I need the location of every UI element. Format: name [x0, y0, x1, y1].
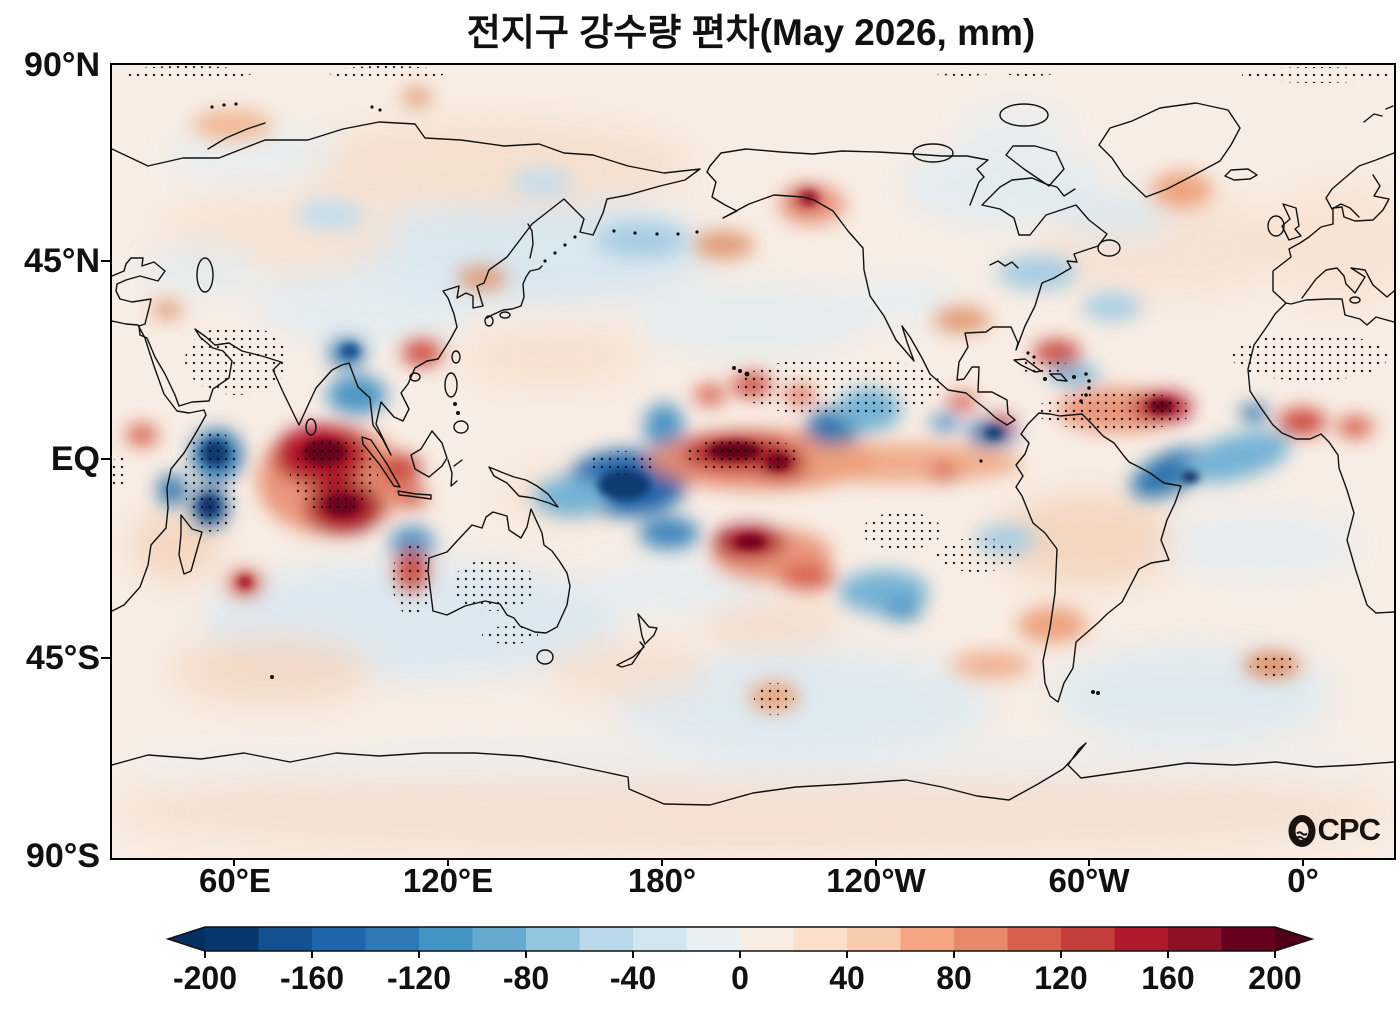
colorbar-under-arrow	[168, 927, 205, 951]
lon-tick-120w	[875, 858, 877, 866]
lon-tick-label-120e: 120°E	[402, 862, 494, 899]
cpc-logo: CPC	[1287, 812, 1381, 848]
lon-tick-label-180: 180°	[627, 862, 697, 899]
colorbar-label: 40	[829, 960, 865, 996]
lon-tick-label-60w: 60°W	[1048, 862, 1130, 899]
lon-tick-60e	[233, 858, 235, 866]
colorbar-label: -80	[502, 960, 550, 996]
lat-tick-45s	[101, 657, 110, 659]
logo-text: CPC	[1317, 812, 1381, 847]
anomaly-field-light-layer	[112, 100, 1394, 855]
colorbar-label: 200	[1248, 960, 1302, 996]
lon-tick-0	[1302, 858, 1304, 866]
lat-tick-label-eq: EQ	[50, 440, 100, 478]
lon-tick-label-60e: 60°E	[199, 862, 271, 899]
lat-tick-45n	[101, 260, 110, 262]
colorbar-over-arrow	[1275, 927, 1312, 951]
lon-tick-label-0: 0°	[1287, 862, 1319, 899]
colorbar-label: -40	[609, 960, 657, 996]
world-map: CPC	[110, 63, 1396, 860]
lat-tick-label-45s: 45°S	[25, 639, 100, 677]
lon-tick-label-120w: 120°W	[826, 862, 926, 899]
colorbar-label: -200	[172, 960, 238, 996]
lat-tick-eq	[101, 458, 110, 460]
anomaly-map-svg	[112, 65, 1394, 858]
island-dots-layer	[210, 102, 1100, 695]
colorbar-label: 80	[936, 960, 972, 996]
lon-tick-180	[661, 858, 663, 866]
colorbar-ticks	[204, 951, 1276, 958]
lon-tick-120e	[447, 858, 449, 866]
page-title: 전지구 강수량 편차(May 2026, mm)	[466, 12, 1036, 53]
lat-tick-label-90n: 90°N	[24, 46, 100, 84]
stippling-dots-layer	[112, 66, 1392, 715]
lat-tick-label-45n: 45°N	[24, 242, 100, 280]
colorbar-cells	[205, 927, 1276, 951]
colorbar-label: -160	[279, 960, 345, 996]
colorbar-label: -120	[386, 960, 452, 996]
colorbar-label: 160	[1141, 960, 1195, 996]
colorbar-label: 0	[731, 960, 749, 996]
globe-wave-icon	[1288, 815, 1316, 847]
colorbar	[166, 926, 1314, 958]
colorbar-outline	[166, 926, 1314, 952]
lon-tick-60w	[1088, 858, 1090, 866]
lat-tick-label-90s: 90°S	[25, 837, 100, 875]
colorbar-label: 120	[1034, 960, 1088, 996]
coastlines-layer	[112, 102, 1394, 806]
